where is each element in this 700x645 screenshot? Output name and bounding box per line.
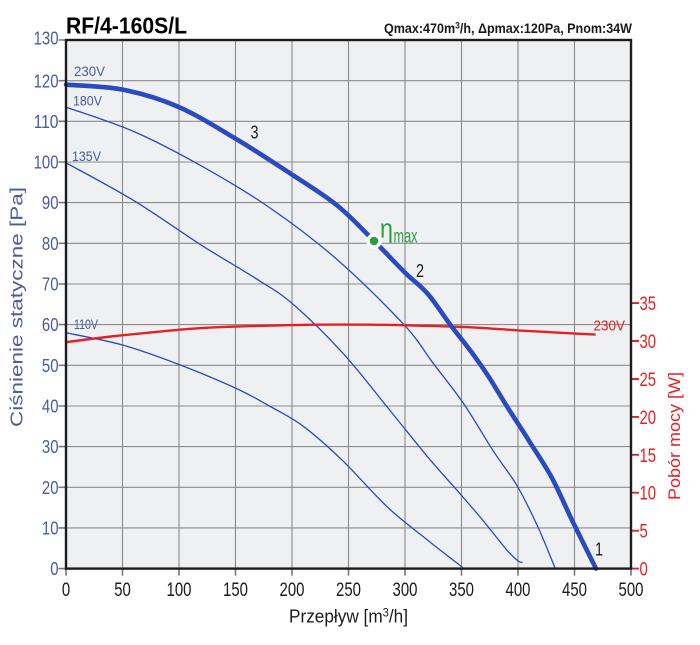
svg-text:230V: 230V	[74, 63, 106, 79]
svg-text:10: 10	[640, 483, 657, 505]
svg-text:300: 300	[393, 579, 418, 601]
svg-text:90: 90	[42, 192, 59, 213]
svg-text:250: 250	[336, 579, 361, 601]
svg-text:3: 3	[251, 123, 259, 143]
svg-text:110V: 110V	[74, 316, 98, 332]
svg-text:40: 40	[42, 396, 59, 417]
svg-text:15: 15	[640, 445, 657, 467]
svg-text:η: η	[380, 214, 393, 244]
svg-text:100: 100	[34, 152, 59, 173]
svg-text:Pobór mocy [W]: Pobór mocy [W]	[666, 372, 684, 500]
svg-text:max: max	[394, 227, 418, 248]
svg-text:Przepływ [m3/h]: Przepływ [m3/h]	[289, 606, 408, 627]
svg-text:130: 130	[34, 27, 59, 48]
svg-text:135V: 135V	[72, 148, 102, 164]
svg-text:230V: 230V	[594, 319, 626, 335]
svg-text:0: 0	[62, 579, 70, 601]
svg-text:400: 400	[506, 579, 531, 601]
svg-text:100: 100	[167, 579, 192, 601]
svg-text:2: 2	[416, 261, 424, 281]
svg-text:0: 0	[640, 559, 648, 581]
svg-text:20: 20	[640, 407, 657, 429]
svg-text:500: 500	[619, 579, 644, 601]
svg-text:30: 30	[640, 331, 657, 353]
svg-text:120: 120	[34, 70, 59, 91]
svg-text:180V: 180V	[73, 93, 103, 109]
svg-text:50: 50	[114, 579, 131, 601]
svg-text:Qmax:470m3/h, Δpmax:120Pa, Pno: Qmax:470m3/h, Δpmax:120Pa, Pnom:34W	[384, 20, 633, 36]
svg-text:1: 1	[595, 540, 603, 560]
svg-text:50: 50	[42, 355, 59, 376]
svg-text:0: 0	[50, 558, 58, 579]
svg-text:150: 150	[223, 579, 248, 601]
svg-text:20: 20	[42, 477, 59, 498]
svg-text:RF/4-160S/L: RF/4-160S/L	[66, 13, 187, 39]
svg-text:60: 60	[42, 314, 59, 335]
svg-text:200: 200	[280, 579, 305, 601]
svg-text:110: 110	[34, 111, 59, 132]
svg-text:Ciśnienie statyczne [Pa]: Ciśnienie statyczne [Pa]	[7, 187, 27, 427]
svg-text:450: 450	[562, 579, 587, 601]
svg-text:10: 10	[42, 518, 59, 539]
svg-text:70: 70	[42, 274, 59, 295]
svg-text:35: 35	[640, 293, 657, 315]
svg-text:30: 30	[42, 436, 59, 457]
svg-text:5: 5	[640, 521, 648, 543]
svg-text:80: 80	[42, 233, 59, 254]
svg-text:25: 25	[640, 369, 657, 391]
svg-text:350: 350	[449, 579, 474, 601]
